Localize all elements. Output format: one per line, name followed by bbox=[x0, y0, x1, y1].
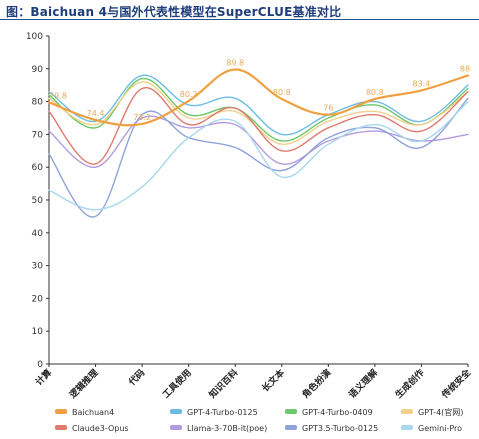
series-line-claude3-opus bbox=[48, 87, 469, 165]
legend-item-baichuan4: Baichuan4 bbox=[55, 408, 114, 417]
x-tick-label: 计算 bbox=[33, 367, 54, 388]
legend-item-gpt-4-turbo-0125: GPT-4-Turbo-0125 bbox=[170, 408, 258, 417]
series-line-llama-3-70b-it-poe bbox=[48, 115, 469, 168]
title-divider bbox=[0, 19, 479, 20]
series-lines bbox=[47, 68, 470, 218]
x-tick-label: 长文本 bbox=[259, 366, 287, 394]
data-label: 83.4 bbox=[413, 79, 431, 88]
x-axis: 计算 逻辑推理 代码 工具使用 知识百科 长文本 角色扮演 语义理解 生成创作 传统安全 bbox=[33, 363, 474, 402]
series-line-gpt3-5-turbo-0125 bbox=[48, 97, 469, 218]
data-labels: 79.8 74.4 73.2 80.2 89.8 80.8 76 80.8 83.4 88 bbox=[49, 58, 470, 121]
data-label: 80.8 bbox=[273, 88, 291, 97]
data-label: 79.8 bbox=[49, 91, 67, 100]
y-tick-label: 80 bbox=[32, 98, 44, 108]
legend-swatch bbox=[55, 425, 67, 430]
y-tick-label: 60 bbox=[32, 163, 44, 173]
legend-label: Claude3-Opus bbox=[72, 424, 129, 433]
data-label: 73.2 bbox=[133, 113, 151, 122]
y-tick-label: 100 bbox=[26, 32, 43, 42]
legend-item-gpt3-5-turbo-0125: GPT3.5-Turbo-0125 bbox=[285, 424, 378, 433]
data-label: 80.2 bbox=[180, 90, 198, 99]
legend-swatch bbox=[285, 409, 297, 414]
x-tick-label: 知识百科 bbox=[206, 367, 241, 402]
y-tick-label: 50 bbox=[32, 196, 44, 206]
y-tick-label: 10 bbox=[32, 327, 44, 337]
legend-label: GPT-4-Turbo-0125 bbox=[187, 408, 258, 417]
series-line-gpt-4-turbo-0409 bbox=[48, 77, 469, 142]
legend-label: GPT-4(官网) bbox=[418, 407, 463, 417]
legend-item-llama-3-70b-it-poe: Llama-3-70B-it(poe) bbox=[170, 424, 267, 433]
y-tick-label: 40 bbox=[32, 229, 44, 239]
series-line-baichuan4 bbox=[47, 68, 470, 127]
y-tick-label: 30 bbox=[32, 262, 44, 272]
legend-item-gemini-pro: Gemini-Pro bbox=[401, 424, 462, 433]
legend-item-claude3-opus: Claude3-Opus bbox=[55, 424, 129, 433]
y-tick-label: 20 bbox=[32, 294, 44, 304]
series-line-gpt-4-turbo-0125 bbox=[48, 74, 469, 136]
legend-swatch bbox=[170, 425, 182, 430]
chart-title: 图：Baichuan 4与国外代表性模型在SuperCLUE基准对比 bbox=[6, 5, 342, 19]
legend-item-gpt-4-turbo-0409: GPT-4-Turbo-0409 bbox=[285, 408, 373, 417]
data-label: 76 bbox=[323, 104, 333, 113]
x-tick-label: 传统安全 bbox=[438, 366, 473, 401]
data-label: 89.8 bbox=[226, 58, 244, 67]
x-tick-label: 逻辑推理 bbox=[66, 367, 101, 402]
data-label: 80.8 bbox=[366, 88, 384, 97]
legend-label: Baichuan4 bbox=[72, 408, 114, 417]
x-tick-label: 工具使用 bbox=[160, 367, 194, 401]
series-line-gemini-pro bbox=[48, 100, 469, 211]
x-tick-label: 角色扮演 bbox=[300, 367, 334, 401]
x-tick-label: 语义理解 bbox=[346, 367, 380, 401]
x-tick-label: 生成创作 bbox=[393, 367, 427, 401]
legend-swatch bbox=[401, 409, 413, 414]
legend: Baichuan4 GPT-4-Turbo-0125 GPT-4-Turbo-040… bbox=[55, 407, 463, 433]
y-tick-label: 70 bbox=[32, 130, 44, 140]
line-chart: 0 10 20 30 40 50 60 70 80 90 100 计算 逻辑推理 代码 工具使用 知识百科长… bbox=[26, 32, 474, 433]
legend-swatch bbox=[401, 425, 413, 430]
y-axis: 0 10 20 30 40 50 60 70 80 90 100 bbox=[26, 32, 50, 370]
legend-swatch bbox=[170, 409, 182, 414]
y-tick-label: 0 bbox=[37, 360, 43, 370]
legend-label: GPT-4-Turbo-0409 bbox=[302, 408, 373, 417]
y-tick-label: 90 bbox=[32, 65, 44, 75]
data-label: 74.4 bbox=[87, 109, 105, 118]
x-tick-label: 代码 bbox=[125, 367, 147, 389]
legend-swatch bbox=[55, 409, 67, 414]
legend-label: GPT3.5-Turbo-0125 bbox=[302, 424, 378, 433]
legend-swatch bbox=[285, 425, 297, 430]
legend-item-gpt-4: GPT-4(官网) bbox=[401, 407, 463, 417]
data-label: 88 bbox=[460, 64, 470, 73]
legend-label: Gemini-Pro bbox=[418, 424, 462, 433]
legend-label: Llama-3-70B-it(poe) bbox=[187, 424, 267, 433]
